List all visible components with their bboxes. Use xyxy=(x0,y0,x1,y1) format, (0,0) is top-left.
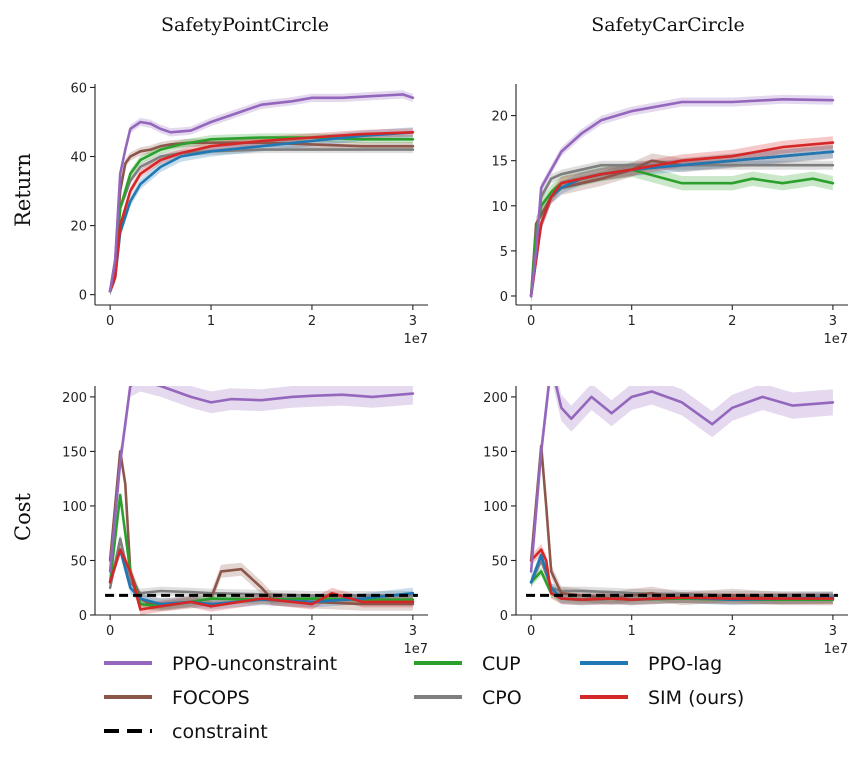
legend-item-focops: FOCOPS xyxy=(104,687,250,709)
series-band-focops xyxy=(531,439,833,606)
y-tick-label: 60 xyxy=(70,81,87,96)
y-tick-label: 200 xyxy=(62,391,87,406)
series-line-ppo-unconstraint xyxy=(529,98,835,298)
legend-label: PPO-lag xyxy=(648,653,722,675)
legend-label: CUP xyxy=(482,653,521,675)
series-band-focops xyxy=(110,444,413,611)
y-tick-label: 150 xyxy=(483,445,508,460)
legend-label: constraint xyxy=(172,721,268,743)
panel-0: 0 20 40 60 0 1 2 3 1e7 xyxy=(70,81,428,347)
x-tick-label: 2 xyxy=(728,314,736,329)
x-multiplier-label: 1e7 xyxy=(823,642,848,657)
row-label-return: Return xyxy=(11,153,35,227)
series-band-cup xyxy=(531,162,833,304)
y-tick-label: 0 xyxy=(79,609,87,624)
legend-item-ppo-lag: PPO-lag xyxy=(580,653,722,675)
y-tick-label: 100 xyxy=(62,500,87,515)
x-tick-label: 3 xyxy=(409,314,417,329)
plot-area xyxy=(529,94,835,304)
legend-item-cup: CUP xyxy=(414,653,521,675)
legend-item-ppo-unconstraint: PPO-unconstraint xyxy=(104,653,337,675)
legend-label: CPO xyxy=(482,687,522,709)
series-band-ppo-unconstraint xyxy=(531,94,833,301)
x-tick-label: 3 xyxy=(829,314,837,329)
y-tick-label: 15 xyxy=(491,155,508,170)
series-band-cpo xyxy=(531,556,833,600)
column-title-right: SafetyCarCircle xyxy=(591,14,745,36)
x-multiplier-label: 1e7 xyxy=(403,332,428,347)
plot-area xyxy=(526,386,838,606)
legend-item-constraint: constraint xyxy=(104,721,268,743)
panel-2: 0 50 100 150 200 0 1 2 3 1e7 xyxy=(62,386,428,657)
series-line-sim-ours- xyxy=(529,548,835,602)
x-tick-label: 1 xyxy=(207,314,215,329)
y-tick-label: 10 xyxy=(491,200,508,215)
series-line-ppo-unconstraint xyxy=(108,93,415,293)
x-tick-label: 2 xyxy=(728,624,736,639)
row-label-cost: Cost xyxy=(11,492,35,540)
series-line-ppo-unconstraint xyxy=(108,386,415,573)
y-tick-label: 20 xyxy=(70,220,87,235)
legend-label: PPO-unconstraint xyxy=(172,653,337,675)
y-tick-label: 150 xyxy=(62,445,87,460)
x-tick-label: 0 xyxy=(527,624,535,639)
x-tick-label: 0 xyxy=(106,314,114,329)
y-tick-label: 100 xyxy=(483,500,508,515)
panel-1: 0 5 10 15 20 0 1 2 3 1e7 xyxy=(491,84,848,347)
x-tick-label: 2 xyxy=(308,624,316,639)
series-line-focops xyxy=(529,444,835,600)
series-line-focops xyxy=(108,450,415,606)
legend-item-cpo: CPO xyxy=(414,687,522,709)
x-tick-label: 2 xyxy=(308,314,316,329)
x-tick-label: 0 xyxy=(527,314,535,329)
plot-area xyxy=(105,386,418,615)
y-tick-label: 50 xyxy=(70,554,87,569)
series-band-ppo-unconstraint xyxy=(110,90,413,296)
legend-label: FOCOPS xyxy=(172,687,250,709)
series-line-sim-ours- xyxy=(108,131,415,293)
x-tick-label: 1 xyxy=(628,624,636,639)
y-tick-label: 0 xyxy=(500,609,508,624)
column-title-left: SafetyPointCircle xyxy=(161,14,329,36)
x-tick-label: 3 xyxy=(829,624,837,639)
series-line-sim-ours- xyxy=(529,141,835,298)
y-tick-label: 0 xyxy=(500,290,508,305)
x-multiplier-label: 1e7 xyxy=(823,332,848,347)
series-band-ppo-unconstraint xyxy=(531,386,833,585)
legend-item-sim-ours-: SIM (ours) xyxy=(580,687,744,709)
x-tick-label: 1 xyxy=(207,624,215,639)
series-line-ppo-unconstraint xyxy=(529,386,835,573)
y-tick-label: 50 xyxy=(491,554,508,569)
y-tick-label: 200 xyxy=(483,391,508,406)
series-band-ppo-unconstraint xyxy=(110,386,413,583)
panel-3: 0 50 100 150 200 0 1 2 3 1e7 xyxy=(483,386,848,657)
x-multiplier-label: 1e7 xyxy=(403,642,428,657)
x-tick-label: 1 xyxy=(628,314,636,329)
series-band-focops xyxy=(531,144,833,304)
plot-area xyxy=(108,90,415,297)
y-tick-label: 5 xyxy=(500,245,508,260)
x-tick-label: 0 xyxy=(106,624,114,639)
series-band-cup xyxy=(531,567,833,605)
x-tick-label: 3 xyxy=(409,624,417,639)
legend-label: SIM (ours) xyxy=(648,687,744,709)
series-band-focops xyxy=(110,138,413,296)
legend: PPO-unconstraint CUP PPO-lag FOCOPS CPO SIM (… xyxy=(104,653,744,743)
y-tick-label: 0 xyxy=(79,289,87,304)
y-tick-label: 40 xyxy=(70,151,87,166)
y-tick-label: 20 xyxy=(491,110,508,125)
series-band-sim-ours- xyxy=(110,544,413,615)
